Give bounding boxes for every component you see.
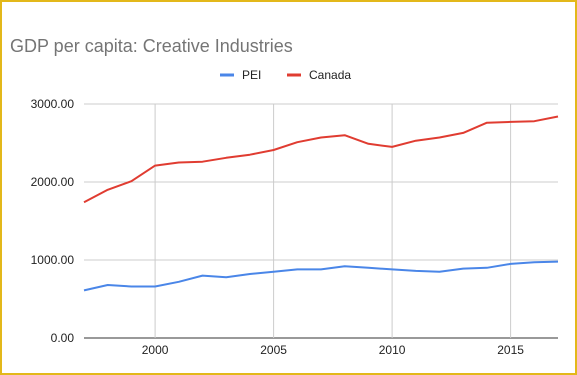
y-tick-label: 0.00 (51, 331, 75, 345)
y-tick-label: 3000.00 (31, 97, 75, 111)
series-line-canada (83, 115, 559, 204)
y-tick-label: 1000.00 (31, 253, 75, 267)
x-tick-label: 2000 (142, 343, 169, 357)
x-tick-label: 2005 (260, 343, 287, 357)
x-tick-label: 2010 (379, 343, 406, 357)
legend-label-canada: Canada (309, 68, 351, 82)
chart-title: GDP per capita: Creative Industries (10, 36, 293, 56)
series-line-pei (83, 260, 559, 292)
y-tick-label: 2000.00 (31, 175, 75, 189)
x-tick-label: 2015 (497, 343, 524, 357)
legend-label-pei: PEI (242, 68, 261, 82)
